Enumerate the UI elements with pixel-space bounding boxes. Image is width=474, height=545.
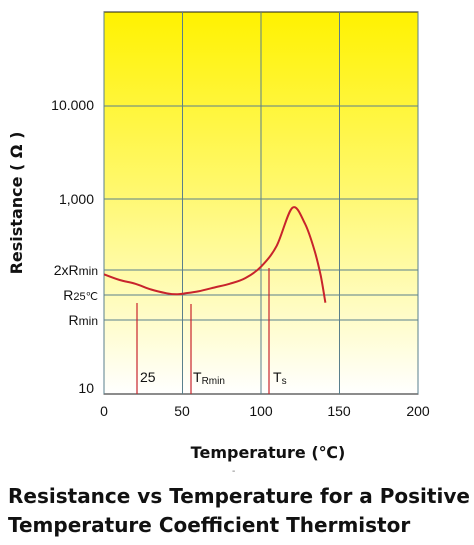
small-dash: - <box>232 466 235 477</box>
x-tick-100: 100 <box>249 403 273 419</box>
marker-label-ts: Ts <box>273 369 287 387</box>
y-tick-2xrmin: 2xRmin <box>54 262 98 278</box>
y-tick-1000: 1,000 <box>59 191 94 207</box>
x-axis-title: Temperature (℃) <box>191 443 346 462</box>
y-axis-title: Resistance ( Ω ) <box>7 132 26 275</box>
x-tick-150: 150 <box>327 403 351 419</box>
resistance-curve <box>104 206 327 303</box>
caption-line-2: Temperature Coefficient Thermistor <box>8 513 411 537</box>
caption-line-1: Resistance vs Temperature for a Positive <box>8 484 470 508</box>
figure-caption: Resistance vs Temperature for a Positive… <box>8 482 470 540</box>
x-tick-0: 0 <box>100 403 108 419</box>
ptc-chart: 25 TRmin Ts 10.000 1,000 2xRmin R25℃ Rmi… <box>7 11 430 477</box>
marker-lines <box>136 268 270 394</box>
y-tick-r25: R25℃ <box>63 287 98 303</box>
grid-lines <box>103 12 419 394</box>
marker-label-25: 25 <box>140 369 156 385</box>
y-tick-10: 10 <box>78 380 94 396</box>
marker-label-trmin: TRmin <box>193 369 225 387</box>
x-tick-200: 200 <box>406 403 430 419</box>
x-tick-50: 50 <box>174 403 190 419</box>
y-tick-10000: 10.000 <box>51 97 94 113</box>
y-tick-rmin: Rmin <box>69 312 98 328</box>
